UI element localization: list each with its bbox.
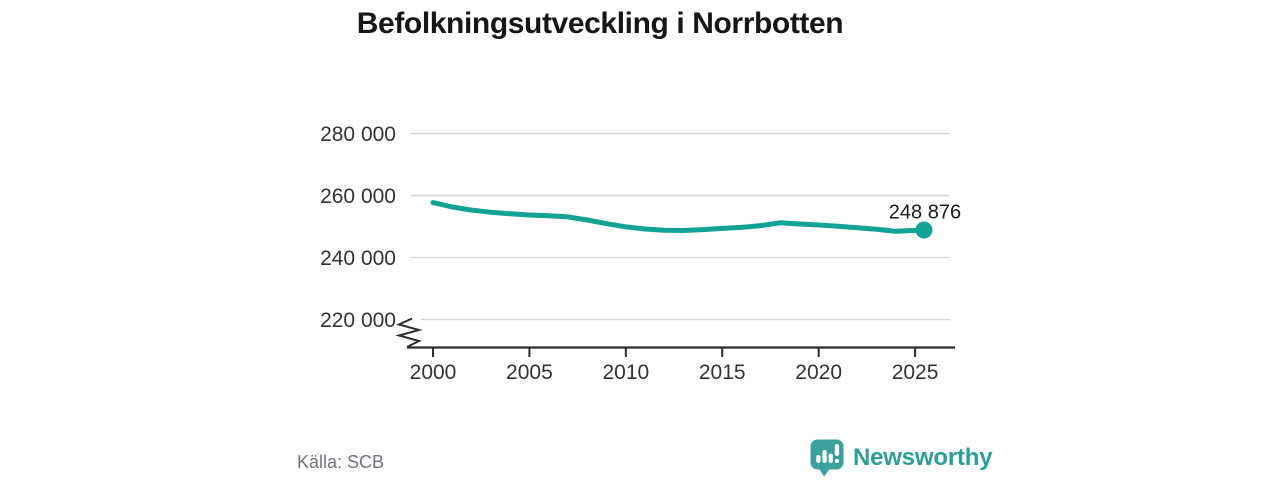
population-line — [430, 200, 927, 234]
source-note: Källa: SCB — [297, 452, 385, 472]
y-tick-label: 240 000 — [320, 247, 396, 270]
chart-plot-area: 220 000 240 000 260 000 280 000 2000 2005 2010… — [320, 123, 955, 384]
y-axis-break-icon — [395, 317, 423, 348]
y-tick-label: 280 000 — [320, 123, 396, 146]
x-tick-label: 2005 — [506, 361, 553, 384]
end-value-label: 248 876 — [889, 201, 961, 223]
x-tick-label: 2015 — [699, 361, 746, 384]
chart-title: Befolkningsutveckling i Norrbotten — [356, 7, 844, 40]
y-tick-label: 260 000 — [320, 185, 396, 208]
x-tick-label: 2025 — [892, 361, 939, 384]
x-tick-label: 2020 — [795, 361, 842, 384]
y-tick-label: 220 000 — [320, 309, 396, 332]
x-tick-label: 2010 — [602, 361, 649, 384]
newsworthy-brand: Newsworthy — [810, 439, 993, 477]
brand-name: Newsworthy — [853, 444, 993, 471]
line-end-dot — [915, 221, 933, 239]
x-tick-label: 2000 — [410, 361, 457, 384]
newsworthy-bubble-chart-icon — [810, 439, 844, 477]
